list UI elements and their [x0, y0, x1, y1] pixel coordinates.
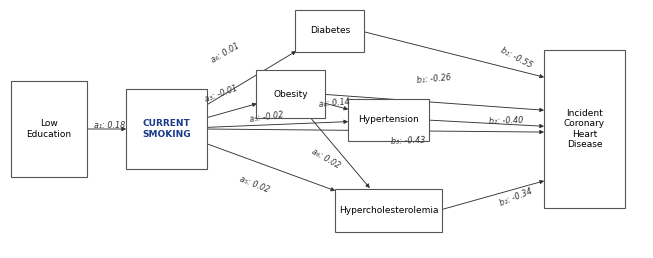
- Text: Incident
Coronary
Heart
Disease: Incident Coronary Heart Disease: [564, 109, 605, 149]
- Text: a₃: -0.01: a₃: -0.01: [203, 83, 238, 103]
- Text: b₂: -0.34: b₂: -0.34: [498, 187, 534, 208]
- Text: a₆: 0.01: a₆: 0.01: [210, 41, 241, 64]
- FancyBboxPatch shape: [544, 50, 626, 208]
- Text: Diabetes: Diabetes: [310, 27, 350, 35]
- Text: Hypertension: Hypertension: [358, 116, 419, 124]
- FancyBboxPatch shape: [334, 189, 443, 232]
- Text: Hypercholesterolemia: Hypercholesterolemia: [339, 206, 438, 215]
- Text: b₃: -0.43: b₃: -0.43: [390, 135, 426, 146]
- Text: Obesity: Obesity: [273, 90, 308, 99]
- FancyBboxPatch shape: [296, 10, 364, 52]
- Text: b₁: -0.26: b₁: -0.26: [417, 73, 452, 85]
- FancyBboxPatch shape: [347, 99, 430, 141]
- Text: Low
Education: Low Education: [26, 119, 72, 139]
- Text: a₁: 0.18: a₁: 0.18: [94, 121, 125, 130]
- FancyBboxPatch shape: [125, 89, 208, 169]
- FancyBboxPatch shape: [11, 81, 86, 177]
- Text: a₆: 0.14: a₆: 0.14: [319, 97, 350, 109]
- Text: a₆: 0.02: a₆: 0.02: [310, 147, 342, 170]
- Text: a₅: -0.02: a₅: -0.02: [249, 111, 284, 124]
- FancyBboxPatch shape: [256, 70, 325, 118]
- Text: CURRENT
SMOKING: CURRENT SMOKING: [142, 119, 191, 139]
- Text: a₅: 0.02: a₅: 0.02: [238, 174, 271, 195]
- Text: b₂: -0.40: b₂: -0.40: [488, 116, 524, 126]
- Text: b₂: -0.55: b₂: -0.55: [499, 46, 533, 70]
